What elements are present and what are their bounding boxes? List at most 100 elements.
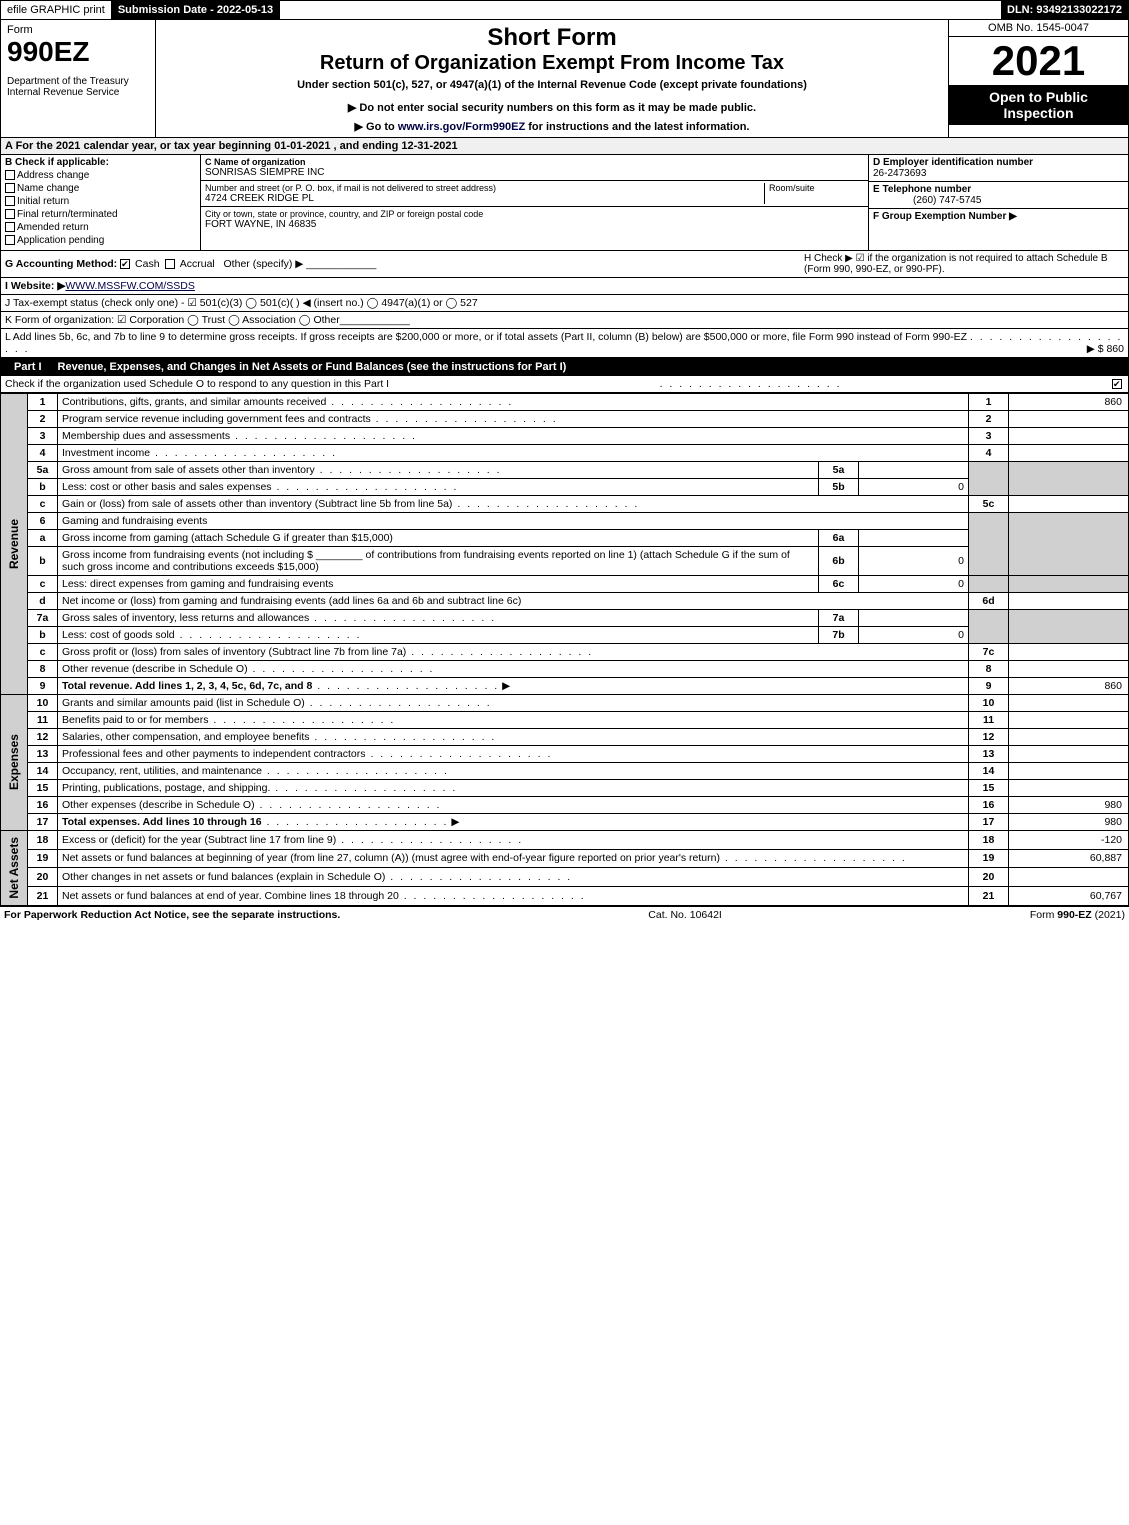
l-row: L Add lines 5b, 6c, and 7b to line 9 to … — [0, 329, 1129, 358]
grey-6c — [969, 576, 1009, 593]
ein-value: 26-2473693 — [873, 168, 926, 179]
form-number: 990EZ — [7, 36, 149, 68]
line-3-box: 3 — [969, 428, 1009, 445]
check-final-return: Final return/terminated — [17, 209, 118, 220]
grey-7 — [969, 610, 1009, 644]
f-label: F Group Exemption Number ▶ — [873, 211, 1017, 222]
checkbox-name-change[interactable] — [5, 183, 15, 193]
irs-label: Internal Revenue Service — [7, 87, 149, 98]
part-1-label: Part I — [6, 361, 50, 373]
line-1-num: 1 — [28, 394, 58, 411]
check-column-b: B Check if applicable: Address change Na… — [1, 155, 201, 250]
checkbox-application-pending[interactable] — [5, 235, 15, 245]
part-1-title-text: Revenue, Expenses, and Changes in Net As… — [58, 361, 567, 373]
l-text: L Add lines 5b, 6c, and 7b to line 9 to … — [5, 331, 967, 343]
footer-left: For Paperwork Reduction Act Notice, see … — [4, 909, 340, 921]
line-7c-desc: Gross profit or (loss) from sales of inv… — [62, 646, 406, 658]
line-8-box: 8 — [969, 661, 1009, 678]
irs-link[interactable]: www.irs.gov/Form990EZ — [398, 121, 525, 133]
header-left: Form 990EZ Department of the Treasury In… — [1, 20, 156, 137]
line-6a-ibox: 6a — [819, 530, 859, 547]
line-10-box: 10 — [969, 695, 1009, 712]
line-14-desc: Occupancy, rent, utilities, and maintena… — [62, 765, 262, 777]
line-21-box: 21 — [969, 886, 1009, 905]
line-17-val: 980 — [1009, 814, 1129, 831]
line-11-desc: Benefits paid to or for members — [62, 714, 208, 726]
line-5a-ibox: 5a — [819, 462, 859, 479]
line-6c-ival: 0 — [859, 576, 969, 593]
line-16-num: 16 — [28, 797, 58, 814]
line-7c-box: 7c — [969, 644, 1009, 661]
c-label: C Name of organization — [205, 157, 306, 167]
line-19-box: 19 — [969, 849, 1009, 868]
line-13-desc: Professional fees and other payments to … — [62, 748, 366, 760]
line-6-num: 6 — [28, 513, 58, 530]
line-3-desc: Membership dues and assessments — [62, 430, 230, 442]
line-9-val: 860 — [1009, 678, 1129, 695]
dots — [660, 378, 842, 390]
line-4-desc: Investment income — [62, 447, 150, 459]
open-public: Open to Public Inspection — [949, 85, 1128, 125]
line-6-desc: Gaming and fundraising events — [62, 515, 207, 527]
g-label: G Accounting Method: — [5, 258, 117, 270]
title-sub: Return of Organization Exempt From Incom… — [162, 52, 942, 75]
grey-6 — [969, 513, 1009, 576]
part-1-title: Revenue, Expenses, and Changes in Net As… — [58, 361, 567, 373]
dept-treasury: Department of the Treasury — [7, 76, 149, 87]
checkbox-amended-return[interactable] — [5, 222, 15, 232]
grey-5 — [969, 462, 1009, 496]
line-7c-val — [1009, 644, 1129, 661]
checkbox-accrual[interactable] — [165, 259, 175, 269]
dln: DLN: 93492133022172 — [1001, 1, 1128, 19]
identity-block: B Check if applicable: Address change Na… — [0, 155, 1129, 251]
form-word: Form — [7, 24, 149, 36]
grey-7v — [1009, 610, 1129, 644]
line-19-desc: Net assets or fund balances at beginning… — [62, 852, 720, 864]
grey-6v — [1009, 513, 1129, 576]
line-5c-desc: Gain or (loss) from sale of assets other… — [62, 498, 452, 510]
section-a-text: A For the 2021 calendar year, or tax yea… — [5, 140, 458, 152]
i-row: I Website: ▶ WWW.MSSFW.COM/SSDS — [0, 278, 1129, 295]
section-a: A For the 2021 calendar year, or tax yea… — [0, 138, 1129, 155]
line-7a-num: 7a — [28, 610, 58, 627]
line-15-num: 15 — [28, 780, 58, 797]
k-text: K Form of organization: ☑ Corporation ◯ … — [5, 314, 340, 326]
checkbox-cash[interactable] — [120, 259, 130, 269]
line-5c-box: 5c — [969, 496, 1009, 513]
check-name-change: Name change — [17, 183, 79, 194]
note-goto: ▶ Go to www.irs.gov/Form990EZ for instru… — [162, 120, 942, 133]
line-4-val — [1009, 445, 1129, 462]
checkbox-schedule-o[interactable] — [1112, 379, 1122, 389]
website-link[interactable]: WWW.MSSFW.COM/SSDS — [65, 280, 195, 292]
name-column: C Name of organization SONRISAS SIEMPRE … — [201, 155, 868, 250]
line-5b-num: b — [28, 479, 58, 496]
line-7a-desc: Gross sales of inventory, less returns a… — [62, 612, 309, 624]
checkbox-address-change[interactable] — [5, 170, 15, 180]
line-17-box: 17 — [969, 814, 1009, 831]
checkbox-initial-return[interactable] — [5, 196, 15, 206]
checkbox-final-return[interactable] — [5, 209, 15, 219]
line-7a-ival — [859, 610, 969, 627]
b-label: B Check if applicable: — [5, 157, 109, 168]
footer-center: Cat. No. 10642I — [648, 909, 722, 921]
line-13-num: 13 — [28, 746, 58, 763]
line-3-num: 3 — [28, 428, 58, 445]
line-9-num: 9 — [28, 678, 58, 695]
line-6d-num: d — [28, 593, 58, 610]
line-7b-ival: 0 — [859, 627, 969, 644]
line-1-val: 860 — [1009, 394, 1129, 411]
revenue-label: Revenue — [5, 515, 23, 573]
d-label: D Employer identification number — [873, 157, 1033, 168]
line-10-desc: Grants and similar amounts paid (list in… — [62, 697, 305, 709]
city-label: City or town, state or province, country… — [205, 209, 864, 219]
line-5b-ival: 0 — [859, 479, 969, 496]
g-cash: Cash — [135, 258, 160, 270]
form-header: Form 990EZ Department of the Treasury In… — [0, 20, 1129, 138]
i-label: I Website: ▶ — [5, 280, 65, 292]
line-20-desc: Other changes in net assets or fund bala… — [62, 871, 385, 883]
line-7b-desc: Less: cost of goods sold — [62, 629, 175, 641]
line-8-val — [1009, 661, 1129, 678]
check-initial-return: Initial return — [17, 196, 69, 207]
line-20-box: 20 — [969, 868, 1009, 887]
line-18-box: 18 — [969, 831, 1009, 850]
